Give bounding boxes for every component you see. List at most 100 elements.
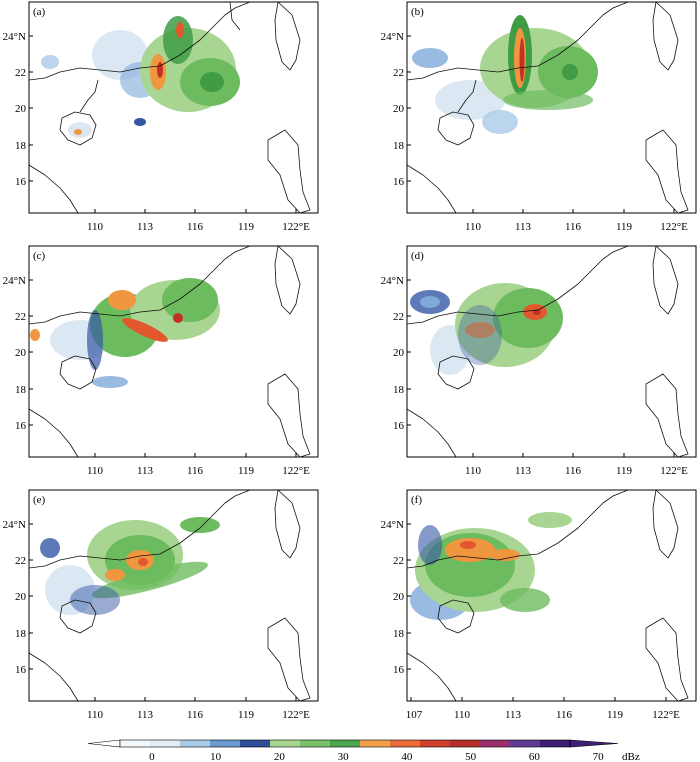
- panel-label: (b): [411, 6, 424, 18]
- colorbar-bin: [150, 740, 181, 747]
- lat-tick-label: 22: [393, 555, 404, 567]
- lon-tick-label: 107: [406, 709, 423, 721]
- lat-tick-label: 22: [393, 67, 404, 79]
- panel-label: (a): [33, 6, 46, 18]
- colorbar-tick-label: 50: [465, 751, 477, 762]
- colorbar-bin: [540, 740, 571, 747]
- panel-label: (c): [33, 250, 46, 262]
- lat-axis: 24°N 22 20 18 16: [3, 31, 33, 188]
- colorbar-bin: [270, 740, 301, 747]
- coastline: [29, 246, 311, 457]
- lon-tick-label: 113: [137, 709, 154, 721]
- lat-tick-label: 20: [15, 347, 27, 359]
- colorbar-bin: [180, 740, 211, 747]
- lon-tick-label: 113: [137, 465, 154, 477]
- lon-tick-label: 122°E: [652, 709, 680, 721]
- colorbar: 0 10 20 30 40 50 60 70 dBz: [87, 739, 640, 762]
- panel-e: (e) 24°N 22 20 18 16 110 113 116 119 122…: [3, 489, 319, 721]
- colorbar-ticks: 0 10 20 30 40 50 60 70: [149, 751, 604, 762]
- radar-echo: [41, 16, 240, 138]
- colorbar-bin: [420, 740, 451, 747]
- lon-tick-label: 122°E: [282, 709, 310, 721]
- lat-tick-label: 24°N: [3, 275, 26, 287]
- lon-tick-label: 122°E: [660, 221, 688, 233]
- colorbar-unit: dBz: [622, 751, 640, 762]
- lon-axis: 107 110 113 116 119 122°E: [406, 697, 680, 721]
- panel-d: (d) 24°N 22 20 18 16 110 113 116 119 122…: [381, 245, 697, 477]
- lon-tick-label: 113: [137, 221, 154, 233]
- colorbar-bin: [240, 740, 271, 747]
- panel-f: (f) 24°N 22 20 18 16 107 110 113 116 119…: [381, 489, 697, 721]
- coastline: [29, 490, 311, 701]
- lat-tick-label: 16: [393, 176, 405, 188]
- colorbar-frame: [119, 739, 571, 748]
- lat-tick-label: 20: [393, 103, 405, 115]
- panel-c: (c) 24°N 22 20 18 16 110 113 116 119 122…: [3, 245, 319, 477]
- lat-tick-label: 18: [393, 140, 405, 152]
- colorbar-tick-label: 40: [401, 751, 413, 762]
- lat-axis: 24°N 22 20 18 16: [3, 275, 33, 432]
- lat-tick-label: 24°N: [3, 519, 26, 531]
- lat-tick-label: 16: [393, 420, 405, 432]
- coastline: [29, 2, 311, 213]
- lon-tick-label: 116: [556, 709, 573, 721]
- colorbar-tick-label: 30: [338, 751, 350, 762]
- lat-tick-label: 18: [393, 384, 405, 396]
- lon-tick-label: 113: [515, 465, 532, 477]
- panel-label: (e): [33, 494, 46, 506]
- colorbar-bin: [330, 740, 361, 747]
- lon-tick-label: 119: [238, 709, 255, 721]
- lat-tick-label: 20: [15, 591, 27, 603]
- lat-axis: 24°N 22 20 18 16: [381, 275, 411, 432]
- panel-label: (d): [411, 250, 424, 262]
- lat-axis: 24°N 22 20 18 16: [3, 519, 33, 676]
- colorbar-bin: [120, 740, 151, 747]
- panel-b: (b) 24°N 22 20 18 16 110 113 116 119 122…: [381, 1, 697, 233]
- lon-tick-label: 119: [238, 221, 255, 233]
- lat-tick-label: 16: [15, 176, 27, 188]
- colorbar-bin: [450, 740, 481, 747]
- lat-tick-label: 24°N: [381, 31, 404, 43]
- coastline: [407, 2, 689, 213]
- colorbar-bins: [87, 739, 619, 748]
- colorbar-bin: [210, 740, 241, 747]
- lat-tick-label: 22: [15, 67, 26, 79]
- panel-label: (f): [411, 494, 422, 506]
- lat-axis: 24°N 22 20 18 16: [381, 31, 411, 188]
- colorbar-bin: [300, 740, 331, 747]
- lat-tick-label: 18: [15, 628, 27, 640]
- colorbar-tick-label: 0: [149, 751, 155, 762]
- lat-tick-label: 22: [15, 311, 26, 323]
- lon-tick-label: 116: [187, 709, 204, 721]
- lon-tick-label: 110: [465, 221, 482, 233]
- lat-tick-label: 16: [393, 664, 405, 676]
- radar-echo: [30, 278, 220, 388]
- lat-tick-label: 20: [15, 103, 27, 115]
- lon-tick-label: 116: [187, 465, 204, 477]
- lon-tick-label: 119: [238, 465, 255, 477]
- lon-tick-label: 122°E: [282, 465, 310, 477]
- lon-tick-label: 116: [565, 221, 582, 233]
- colorbar-bin: [480, 740, 511, 747]
- lon-tick-label: 116: [187, 221, 204, 233]
- lon-tick-label: 119: [616, 465, 633, 477]
- colorbar-tick-label: 70: [593, 751, 605, 762]
- lat-tick-label: 24°N: [3, 31, 26, 43]
- colorbar-tick-label: 10: [210, 751, 222, 762]
- colorbar-bin: [390, 740, 421, 747]
- lat-tick-label: 22: [15, 555, 26, 567]
- lon-axis: 110 113 116 119 122°E: [465, 209, 688, 233]
- lat-tick-label: 20: [393, 591, 405, 603]
- lat-tick-label: 22: [393, 311, 404, 323]
- lon-tick-label: 113: [505, 709, 522, 721]
- lon-tick-label: 110: [87, 709, 104, 721]
- colorbar-bin: [360, 740, 391, 747]
- lon-tick-label: 110: [454, 709, 471, 721]
- lat-tick-label: 16: [15, 664, 27, 676]
- radar-echo: [410, 512, 572, 620]
- lon-tick-label: 116: [565, 465, 582, 477]
- coastline: [407, 490, 689, 701]
- lat-tick-label: 20: [393, 347, 405, 359]
- lon-axis: 110 113 116 119 122°E: [87, 209, 310, 233]
